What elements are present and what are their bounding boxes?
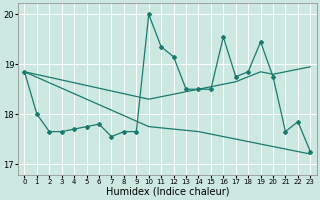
X-axis label: Humidex (Indice chaleur): Humidex (Indice chaleur) bbox=[106, 187, 229, 197]
